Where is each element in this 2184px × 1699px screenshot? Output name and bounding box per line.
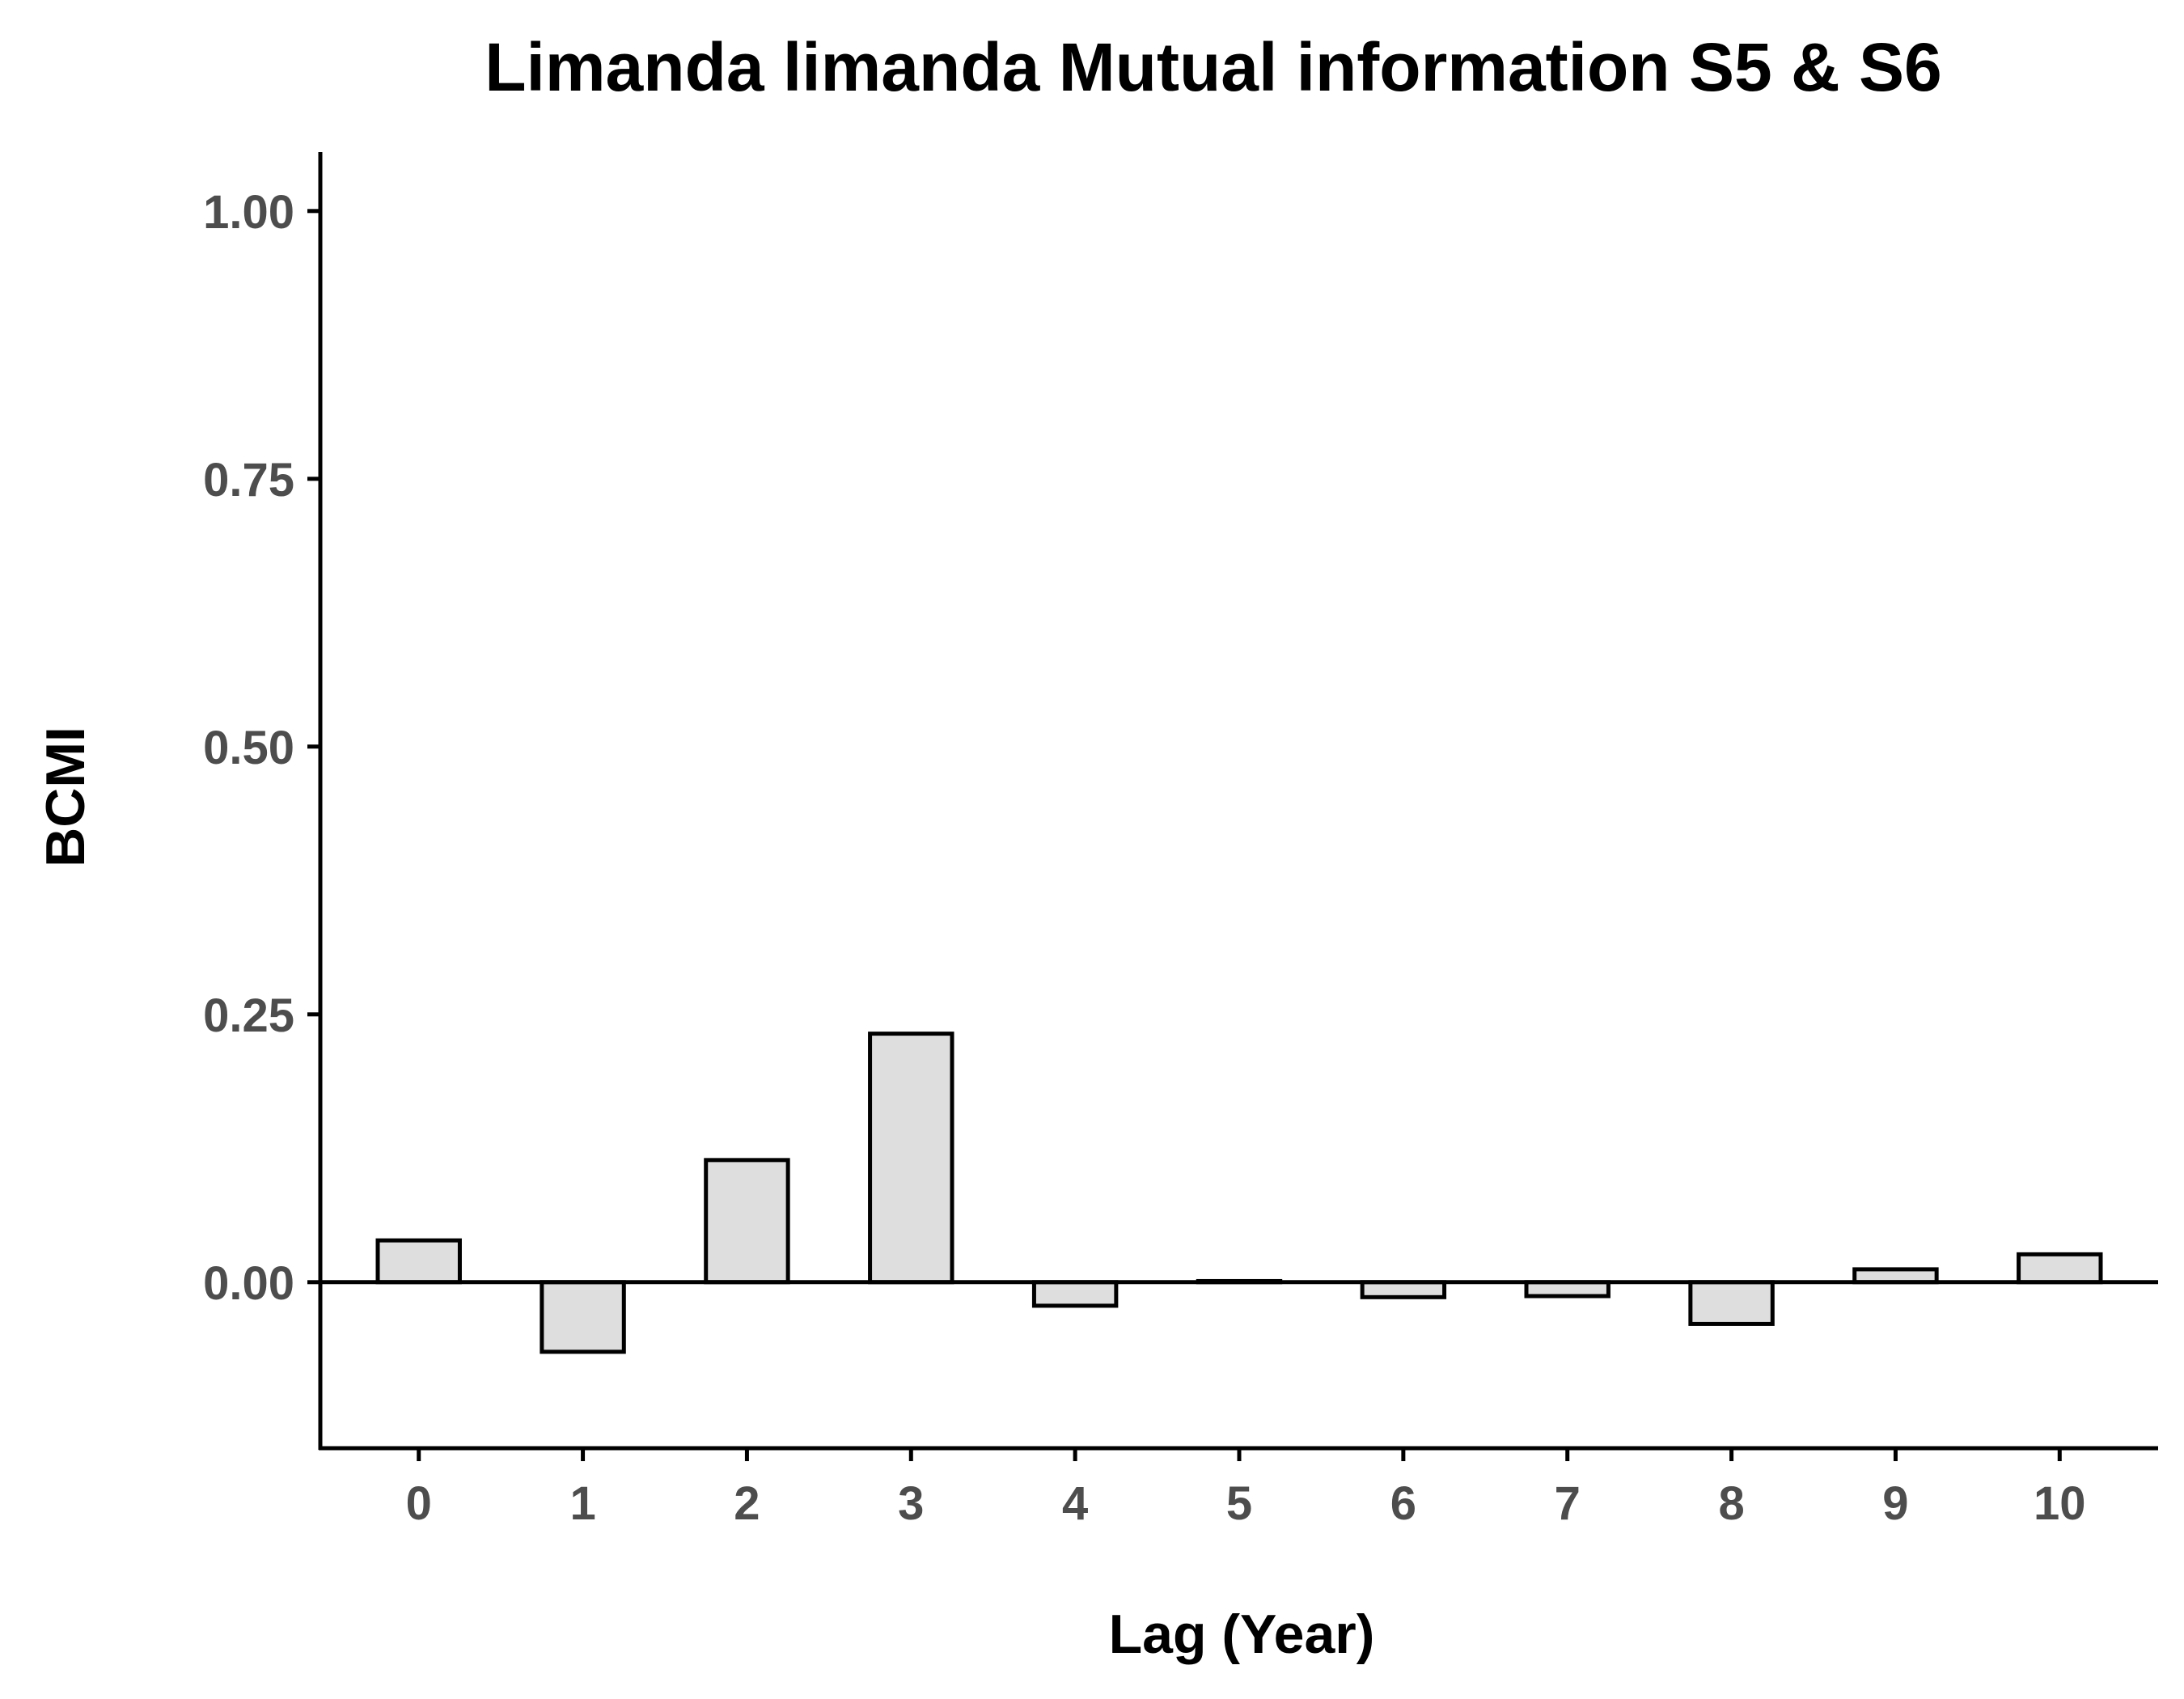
- y-tick-label: 0.00: [203, 1257, 294, 1310]
- y-tick-label: 0.75: [203, 454, 294, 506]
- x-tick-label: 0: [406, 1477, 432, 1530]
- bar-lag-10: [2017, 1252, 2103, 1285]
- chart-title: Limanda limanda Mutual information S5 & …: [485, 29, 1942, 105]
- bar-lag-3: [868, 1032, 954, 1285]
- y-axis-ticks: 0.00 0.25 0.50 0.75 1.00: [203, 186, 320, 1310]
- x-axis-ticks: 0 1 2 3 4 5 6 7 8 9 10: [406, 1448, 2086, 1530]
- bar-lag-4: [1031, 1280, 1119, 1308]
- y-tick-label: 1.00: [203, 186, 294, 239]
- y-tick-label: 0.50: [203, 722, 294, 774]
- x-tick-label: 7: [1555, 1477, 1581, 1530]
- x-tick-label: 10: [2034, 1477, 2086, 1530]
- x-tick-label: 6: [1390, 1477, 1416, 1530]
- bar-lag-2: [704, 1158, 790, 1285]
- bar-lag-1: [540, 1280, 626, 1354]
- x-tick-label: 1: [569, 1477, 595, 1530]
- bar-lag-7: [1524, 1280, 1610, 1299]
- x-tick-label: 4: [1062, 1477, 1088, 1530]
- y-tick-label: 0.25: [203, 989, 294, 1042]
- bar-lag-8: [1688, 1280, 1775, 1326]
- bar-lag-6: [1360, 1280, 1447, 1299]
- y-axis-title: BCMI: [35, 727, 96, 867]
- bars: [375, 1032, 2103, 1354]
- x-tick-label: 3: [898, 1477, 924, 1530]
- x-tick-label: 8: [1718, 1477, 1744, 1530]
- x-tick-label: 2: [734, 1477, 760, 1530]
- x-tick-label: 9: [1882, 1477, 1908, 1530]
- x-axis-title: Lag (Year): [1109, 1604, 1375, 1665]
- bar-lag-0: [375, 1238, 462, 1285]
- x-tick-label: 5: [1226, 1477, 1252, 1530]
